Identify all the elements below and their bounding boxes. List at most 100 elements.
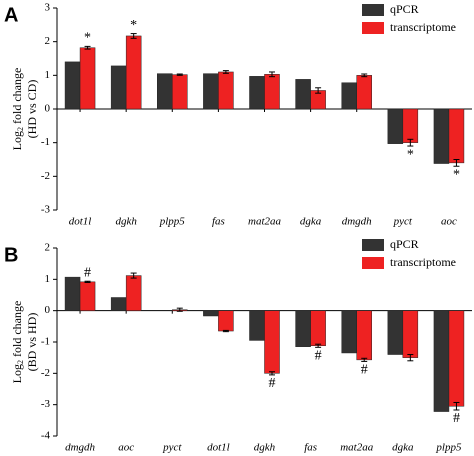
y-label-rest: fold change	[10, 68, 24, 127]
error-bar	[361, 73, 368, 78]
significance-mark: *	[453, 167, 460, 182]
legend-label: transcriptome	[390, 20, 456, 34]
bar	[249, 310, 265, 341]
y-axis-label-2: (BD vs HD)	[25, 313, 39, 372]
y-tick-label: 1	[45, 69, 51, 81]
bar	[341, 82, 357, 110]
bar	[448, 310, 465, 407]
bar	[433, 310, 450, 412]
bar	[157, 73, 173, 110]
x-tick-label: pyct	[162, 442, 182, 454]
y-tick-label: -4	[41, 430, 51, 442]
y-axis-label-2: (HD vs CD)	[25, 80, 39, 139]
bar	[387, 108, 404, 144]
legend-label: qPCR	[390, 237, 419, 251]
error-bar	[176, 73, 183, 76]
bar	[125, 275, 142, 311]
x-tick-label: pyct	[393, 216, 413, 228]
y-tick-label: 2	[45, 242, 51, 254]
y-tick-label: 0	[45, 304, 51, 316]
x-tick-label: mat2aa	[340, 442, 374, 454]
error-bar	[361, 357, 368, 362]
bar	[448, 108, 465, 164]
bar	[218, 71, 234, 110]
legend-label: qPCR	[390, 2, 419, 16]
x-tick-label: dmgdh	[342, 216, 372, 228]
x-tick-label: dgka	[392, 442, 414, 454]
x-tick-label: aoc	[118, 442, 134, 454]
bar	[433, 108, 450, 164]
bar	[356, 75, 372, 110]
legend-swatch	[362, 4, 384, 16]
x-tick-label: dgka	[300, 216, 322, 228]
bar	[295, 310, 311, 347]
y-tick-label: -3	[41, 204, 51, 216]
error-bar	[407, 354, 414, 362]
bar	[341, 310, 357, 354]
significance-mark: #	[84, 265, 91, 280]
error-bar	[315, 343, 322, 348]
x-tick-label: dmgdh	[65, 442, 95, 454]
error-bar	[453, 159, 460, 167]
x-tick-label: dgkh	[254, 442, 276, 454]
error-bar	[130, 33, 137, 39]
significance-mark: #	[361, 363, 368, 378]
bar	[310, 310, 326, 347]
bar	[402, 108, 419, 143]
error-bar	[84, 280, 91, 283]
y-tick-label: 1	[45, 273, 51, 285]
legend-label: transcriptome	[390, 255, 456, 269]
bar	[64, 276, 81, 311]
y-tick-label: 3	[45, 2, 51, 14]
bar	[79, 281, 96, 311]
y-tick-label: -1	[41, 136, 50, 148]
error-bar	[222, 329, 229, 333]
bar	[264, 310, 280, 374]
significance-mark: #	[315, 349, 322, 364]
x-tick-label: dot1l	[207, 442, 230, 454]
bar	[110, 297, 127, 311]
error-bar	[315, 87, 322, 94]
significance-mark: *	[130, 18, 137, 33]
error-bar	[176, 307, 183, 312]
bar	[356, 310, 372, 361]
bar	[203, 310, 219, 317]
error-bar	[269, 371, 275, 376]
panel-label: A	[4, 4, 18, 26]
bar	[125, 35, 142, 110]
y-tick-label: -1	[41, 336, 50, 348]
bar	[387, 310, 404, 355]
error-bar	[84, 45, 91, 50]
y-tick-label: -3	[41, 398, 51, 410]
bar	[172, 74, 188, 110]
bar	[79, 47, 96, 110]
x-tick-label: aoc	[441, 216, 457, 228]
panel-label: B	[4, 244, 18, 266]
y-label-rest: fold change	[10, 301, 24, 360]
significance-mark: *	[84, 31, 91, 46]
significance-mark: #	[269, 376, 276, 391]
legend-swatch	[362, 239, 384, 251]
x-tick-label: fas	[212, 216, 225, 228]
y-tick-label: 0	[45, 103, 51, 115]
legend-swatch	[362, 22, 384, 34]
x-tick-label: plpp5	[435, 442, 462, 454]
y-label-sub: 2	[16, 360, 25, 364]
y-axis-label: Log2 fold change	[10, 301, 25, 384]
bar	[218, 310, 234, 332]
bar	[249, 76, 265, 110]
significance-mark: #	[453, 411, 460, 426]
y-label-sub: 2	[16, 127, 25, 131]
x-tick-label: fas	[304, 442, 317, 454]
y-label-base: Log	[10, 364, 24, 383]
x-tick-label: dgkh	[115, 216, 137, 228]
error-bar	[453, 401, 460, 411]
error-bar	[407, 138, 414, 147]
bar	[402, 310, 419, 358]
error-bar	[130, 272, 137, 279]
bar	[110, 65, 127, 110]
error-bar	[222, 70, 229, 74]
y-axis-label: Log2 fold change	[10, 68, 25, 151]
bar	[64, 61, 81, 110]
